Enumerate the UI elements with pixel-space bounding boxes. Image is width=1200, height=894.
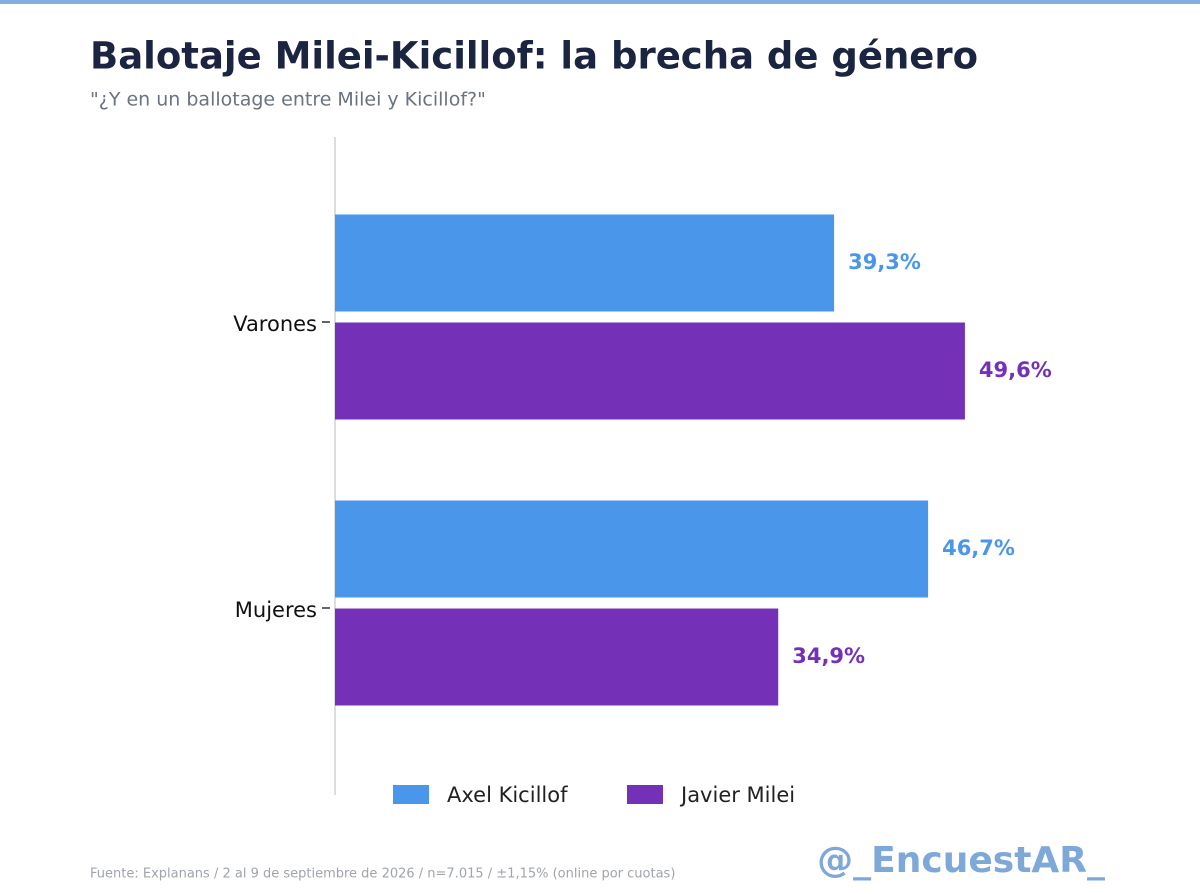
- watermark: @_EncuestAR_: [817, 840, 1105, 881]
- bar: [335, 322, 965, 420]
- chart-title: Balotaje Milei-Kicillof: la brecha de gé…: [90, 35, 978, 78]
- data-label: 34,9%: [792, 644, 865, 668]
- y-tick-label: Mujeres: [235, 598, 317, 622]
- bar: [335, 500, 929, 598]
- legend-swatch: [393, 785, 429, 804]
- bar: [335, 214, 835, 312]
- legend-label: Javier Milei: [679, 783, 795, 807]
- legend-swatch: [627, 785, 663, 804]
- data-label: 46,7%: [942, 536, 1015, 560]
- source-note: Fuente: Explanans / 2 al 9 de septiembre…: [90, 867, 675, 882]
- data-label: 39,3%: [848, 250, 921, 274]
- chart-subtitle: "¿Y en un ballotage entre Milei y Kicill…: [90, 89, 486, 111]
- bar: [335, 608, 779, 706]
- data-label: 49,6%: [979, 358, 1052, 382]
- legend-label: Axel Kicillof: [447, 783, 568, 807]
- y-tick-label: Varones: [233, 312, 317, 336]
- top-border: [0, 0, 1200, 4]
